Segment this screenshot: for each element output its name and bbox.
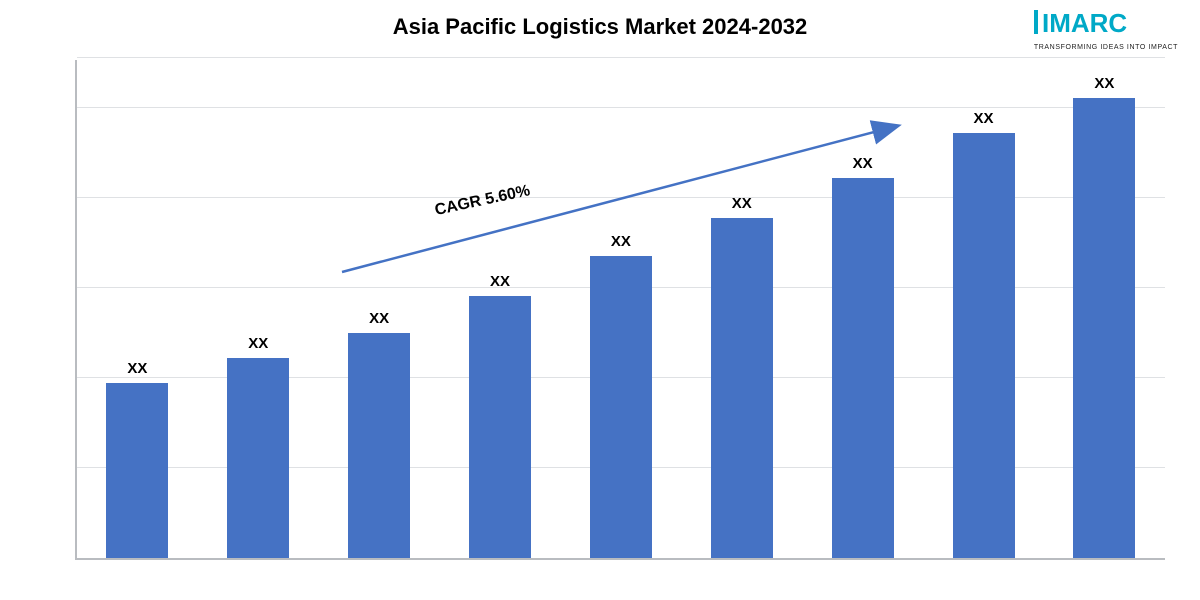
bar: XX [953, 60, 1015, 558]
bar-rect [106, 383, 168, 558]
bar-value-label: XX [974, 110, 994, 127]
bar-rect [711, 218, 773, 558]
logo-main-text: IMARC [1042, 8, 1127, 38]
logo-tagline: TRANSFORMING IDEAS INTO IMPACT [1034, 44, 1178, 51]
bar-value-label: XX [853, 155, 873, 172]
bar: XX [711, 60, 773, 558]
bar-rect [953, 133, 1015, 558]
bar: XX [832, 60, 894, 558]
bar-value-label: XX [490, 273, 510, 290]
chart-container: Asia Pacific Logistics Market 2024-2032 … [0, 0, 1200, 600]
grid-line [77, 57, 1165, 58]
bar-series: XX XX XX XX XX XX XX XX XX [77, 60, 1165, 558]
imarc-logo-icon: IMARC [1034, 6, 1154, 42]
bar-value-label: XX [127, 360, 147, 377]
bar: XX [348, 60, 410, 558]
bar-rect [832, 178, 894, 558]
bar: XX [469, 60, 531, 558]
bar: XX [590, 60, 652, 558]
bar-value-label: XX [369, 310, 389, 327]
bar-rect [469, 296, 531, 558]
bar-rect [348, 333, 410, 558]
bar-value-label: XX [732, 195, 752, 212]
brand-logo: IMARC TRANSFORMING IDEAS INTO IMPACT [1034, 6, 1178, 51]
bar-rect [590, 256, 652, 558]
bar-value-label: XX [611, 233, 631, 250]
chart-title: Asia Pacific Logistics Market 2024-2032 [0, 14, 1200, 40]
bar: XX [227, 60, 289, 558]
plot-area: CAGR 5.60% XXXXXXXXXXXXXXXXXX [75, 60, 1165, 560]
bar-rect [227, 358, 289, 558]
bar-value-label: XX [248, 335, 268, 352]
bar-value-label: XX [1094, 75, 1114, 92]
bar-rect [1073, 98, 1135, 558]
bar: XX [1073, 60, 1135, 558]
bar: XX [106, 60, 168, 558]
